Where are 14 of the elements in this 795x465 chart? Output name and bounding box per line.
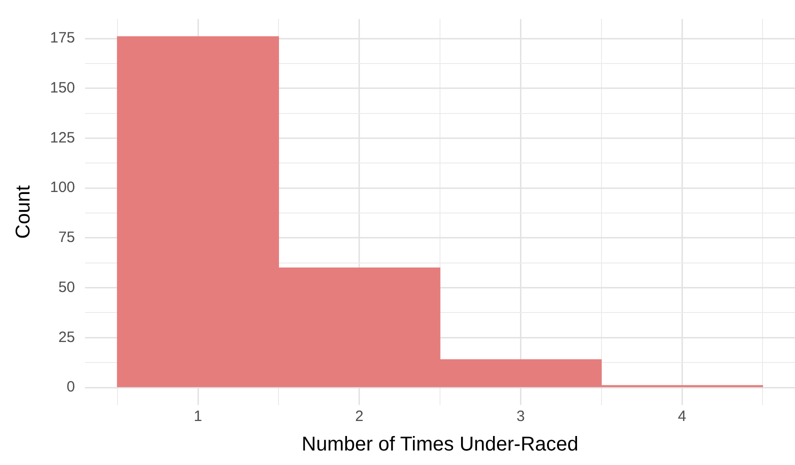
y-tick-label: 75 — [58, 229, 76, 246]
x-tick-label: 1 — [194, 408, 202, 426]
y-tick-label: 125 — [50, 129, 76, 146]
y-axis-title: Count — [12, 184, 35, 239]
x-tick-label: 4 — [678, 408, 686, 426]
y-tick-label: 175 — [50, 30, 76, 47]
y-tick-label: 100 — [50, 179, 76, 196]
x-tick-label: 2 — [355, 408, 364, 426]
y-tick-label: 25 — [58, 328, 76, 346]
x-axis-title: Number of Times Under-Raced — [302, 434, 578, 456]
x-tick-label: 3 — [516, 408, 525, 426]
y-tick-label: 150 — [50, 80, 76, 97]
y-tick-label: 50 — [58, 278, 76, 296]
y-tick-label: 0 — [66, 378, 76, 396]
